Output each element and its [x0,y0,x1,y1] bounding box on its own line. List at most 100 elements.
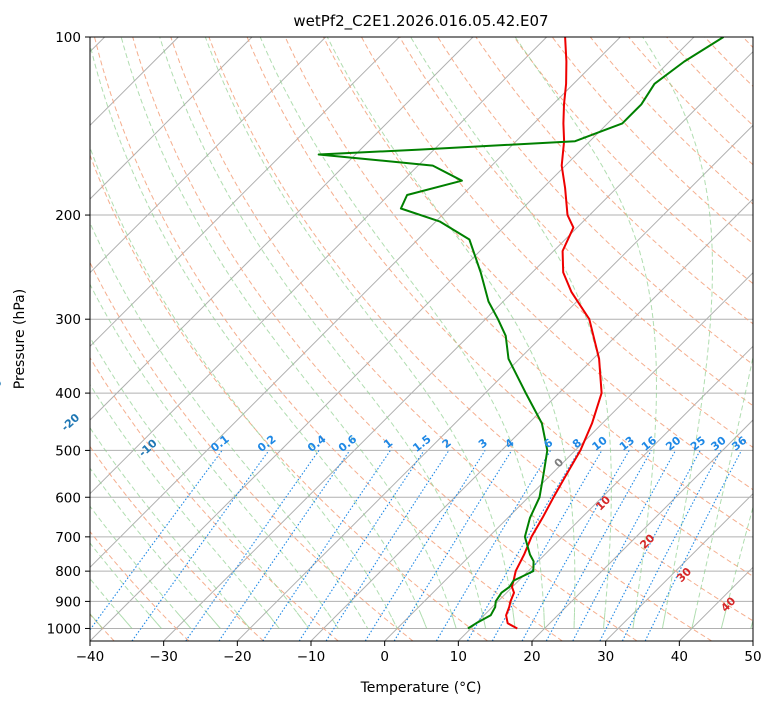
mixing-ratio-label: 4 [503,436,517,451]
moist-adiabat-line [90,283,339,629]
mixing-ratio-line [364,450,486,641]
moist-adiabat-line [720,505,753,629]
dry-adiabat-line [589,37,753,205]
x-tick-label: 10 [450,649,467,665]
x-tick-label: −30 [149,649,178,665]
y-axis-label: Pressure (hPa) [12,289,28,389]
isotherm-line [310,198,753,641]
dry-adiabat-line [361,37,753,449]
mixing-ratio-line [599,450,701,641]
moist-adiabat-line [90,383,280,629]
mixing-ratio-label: 6 [541,436,555,451]
y-axis: 1000 900 800 700 600 500 400 300 200 100 [47,30,90,637]
mixing-ratio-label: 0.1 [208,433,231,455]
moist-adiabat-line [90,42,428,629]
x-tick-label: −10 [297,649,326,665]
moist-adiabat-line [750,618,753,629]
mixing-ratio-line [185,450,320,641]
dry-adiabat-line [90,356,339,641]
isotherm-line [678,566,753,641]
dry-adiabat-line [90,153,488,641]
dry-adiabat-line [475,37,753,325]
x-tick-label: 30 [597,649,614,665]
mixing-ratio-line [621,450,722,641]
moist-adiabat-label: 0 [552,455,567,470]
moist-adiabat-line [691,354,753,629]
temperature-line [505,37,603,630]
dry-adiabat-line [284,37,753,534]
chart-title: wetPf2_C2E1.2026.016.05.42.E07 [293,12,548,31]
y-tick-label: 300 [55,312,81,328]
isotherm-line [90,37,695,641]
moist-adiabat-line [90,426,251,629]
dewpoint-line [317,37,725,630]
dry-adiabat-line [322,37,753,491]
dry-adiabat-line [437,37,753,366]
mixing-ratio-label: 0.2 [255,433,278,455]
x-axis-label: Temperature (°C) [360,680,482,696]
dry-adiabat-line [170,37,712,641]
moist-adiabat-line [259,37,545,629]
mixing-ratio-line [572,450,676,641]
isotherm-line [605,492,753,641]
x-tick-label: 0 [380,649,389,665]
isotherm-line [457,345,753,641]
mixing-ratio-line [262,450,391,641]
mixing-ratio-line [298,450,425,641]
background-lines [90,37,753,641]
mixing-ratio-line [393,450,513,641]
isotherm-line [90,37,621,569]
mixing-ratio-label: 1 [381,436,395,451]
mixing-ratio-line [325,450,450,641]
isotherm-line [236,124,753,641]
dry-adiabat-line [666,37,753,127]
moist-adiabat-line [90,467,221,629]
dry-adiabat-line [90,261,414,641]
moist-adiabat-line [90,221,369,629]
y-tick-label: 700 [55,530,81,546]
dry-adiabat-line [132,37,638,641]
moist-adiabat-line [90,336,310,629]
dry-adiabat-line [90,445,264,641]
dry-adiabat-line [90,530,190,641]
y-tick-label: 800 [55,564,81,580]
mixing-ratio-label: 0.6 [336,432,360,454]
mixing-ratio-line [218,450,351,641]
y-tick-label: 400 [55,386,81,402]
moist-adiabat-label: 40 [718,594,738,614]
isotherm-line [163,50,753,641]
mixing-ratio-label: 0.4 [305,432,329,454]
y-tick-label: 500 [55,443,81,459]
isotherm-line [531,419,753,641]
mixing-ratio-line [131,450,270,641]
mixing-ratio-label: 3 [476,436,490,451]
mixing-ratio-line [545,450,652,641]
moist-adiabat-label: 30 [674,565,694,585]
x-tick-label: 50 [744,649,761,665]
moist-adiabat-line [642,37,713,629]
dry-adiabat-line [94,37,563,641]
moist-adiabat-line [120,37,457,629]
x-tick-label: 20 [523,649,540,665]
y-tick-label: 200 [55,208,81,224]
mixing-ratio-line [90,450,223,631]
mixing-ratio-label: 2 [440,436,454,451]
dry-adiabat-line [246,37,753,577]
dry-adiabat-line [208,37,753,622]
moist-adiabat-line [90,505,192,629]
sounding-lines [317,37,725,630]
plot-frame [89,36,754,642]
mixing-ratio-line [521,450,630,641]
moist-adiabat-line [159,37,487,629]
mixing-ratio-label: 1.5 [410,433,433,455]
mixing-ratio-line [644,450,742,641]
moist-adiabat-line [514,37,657,629]
dry-adiabat-label: -30 [0,376,5,399]
isotherm-line [90,37,327,274]
y-tick-label: 600 [55,490,81,506]
x-tick-label: −20 [223,649,252,665]
dry-adiabat-label: -10 [136,436,160,459]
dry-adiabat-line [399,37,753,407]
moist-adiabat-line [204,37,516,629]
